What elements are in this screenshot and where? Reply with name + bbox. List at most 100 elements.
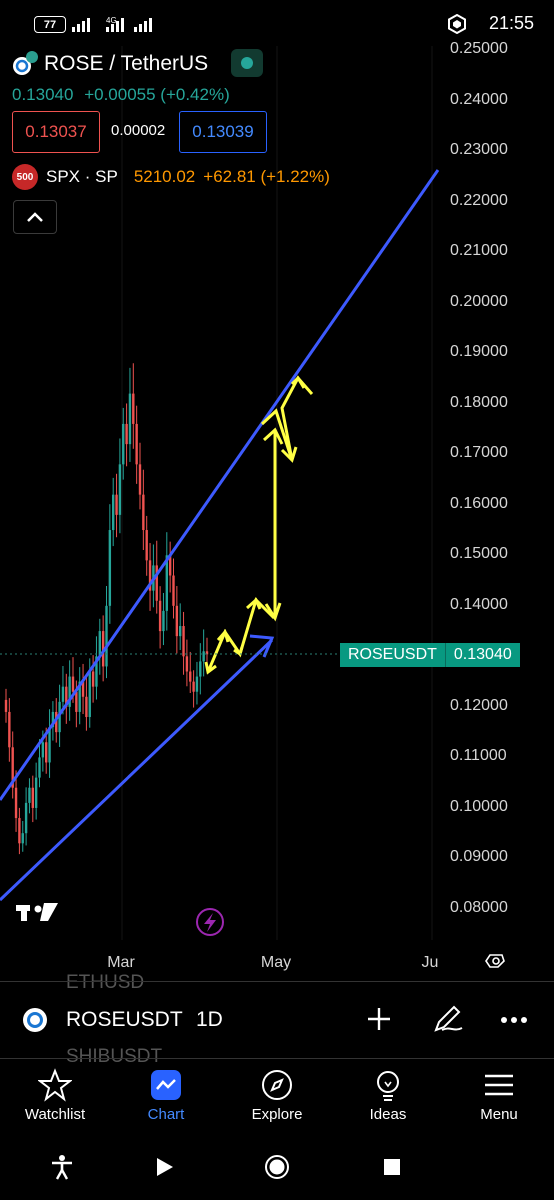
candle-body xyxy=(78,681,81,712)
candle-body xyxy=(142,494,145,531)
candle-body xyxy=(195,676,199,692)
candle-body xyxy=(175,605,179,637)
zigzag-arrow-1 xyxy=(216,628,230,643)
ghost-symbol-above: ETHUSD xyxy=(66,972,145,993)
candle-body xyxy=(148,560,152,591)
add-icon[interactable] xyxy=(366,1006,392,1032)
market-open-indicator-icon[interactable] xyxy=(231,49,263,77)
candle-body xyxy=(18,818,21,844)
nav-explore[interactable]: Explore xyxy=(222,1058,332,1138)
y-tick-label: 0.18000 xyxy=(450,393,508,411)
recents-icon[interactable] xyxy=(383,1158,401,1176)
candle-body xyxy=(138,464,142,495)
spread-value: 0.00002 xyxy=(111,122,166,139)
y-tick-label: 0.11000 xyxy=(450,747,507,765)
accessibility-icon[interactable] xyxy=(50,1154,74,1180)
candle-body xyxy=(115,494,118,515)
candlesticks xyxy=(4,363,209,855)
candle-body xyxy=(182,626,185,657)
buy-price-button[interactable]: 0.13039 xyxy=(179,111,267,153)
candle-body xyxy=(98,631,101,657)
price-change: +0.00055 (+0.42%) xyxy=(84,85,230,104)
candle-body xyxy=(158,600,162,632)
candle-body xyxy=(202,651,205,662)
spx-badge-icon: 500 xyxy=(12,164,38,190)
candle-body xyxy=(58,701,61,733)
vertical-arrow-top xyxy=(262,427,284,445)
candle-body xyxy=(45,742,48,763)
back-play-icon[interactable] xyxy=(156,1157,174,1177)
home-icon[interactable] xyxy=(264,1154,290,1180)
candle-body xyxy=(122,423,125,465)
nav-label: Ideas xyxy=(369,1106,407,1123)
candle-body xyxy=(38,757,41,778)
x-axis-ticks: Mar May Ju xyxy=(107,954,438,971)
interval-selector[interactable]: 1D xyxy=(196,1008,223,1031)
candle-body xyxy=(128,393,132,445)
candle-body xyxy=(112,494,115,531)
y-tick-label: 0.12000 xyxy=(450,696,508,714)
drawing-pen-icon[interactable] xyxy=(432,1002,464,1034)
network-type: 4G xyxy=(106,16,117,25)
system-navigation xyxy=(0,1140,554,1200)
candle-body xyxy=(21,833,24,844)
collapse-legend-button[interactable] xyxy=(13,200,57,234)
rose-coin-icon xyxy=(23,1008,47,1032)
hamburger-icon xyxy=(485,1074,513,1096)
price-chart[interactable]: Mar May Ju xyxy=(0,46,554,981)
y-tick-label: 0.23000 xyxy=(450,141,508,159)
y-tick-label: 0.15000 xyxy=(450,545,508,563)
symbol-name[interactable]: ROSEUSDT xyxy=(66,1008,183,1031)
candle-body xyxy=(132,393,135,424)
y-tick-label: 0.20000 xyxy=(450,292,508,310)
candle-body xyxy=(135,423,138,465)
comparison-symbol: SPX · SP xyxy=(46,167,118,186)
candle-body xyxy=(105,605,108,667)
sell-price-button[interactable]: 0.13037 xyxy=(12,111,100,153)
chart-icon xyxy=(151,1070,181,1100)
symbol-title[interactable]: ROSE / TetherUS xyxy=(44,52,209,75)
y-tick-label: 0.17000 xyxy=(450,444,508,462)
lower-trendline xyxy=(0,638,274,902)
status-bar: 77 4G 21:55 xyxy=(0,0,554,46)
candle-body xyxy=(31,787,34,808)
top-arrow-down xyxy=(280,446,298,463)
zigzag-tail xyxy=(204,661,217,675)
y-tick-label: 0.14000 xyxy=(450,595,508,613)
candle-body xyxy=(65,686,68,707)
candle-body xyxy=(168,555,172,576)
chevron-up-icon xyxy=(27,212,43,222)
trendlines xyxy=(0,169,440,902)
nav-ideas[interactable]: Ideas xyxy=(333,1058,443,1138)
clock: 21:55 xyxy=(488,13,534,33)
price-tag-symbol: ROSEUSDT xyxy=(340,643,445,667)
y-tick-label: 0.19000 xyxy=(450,343,508,361)
candle-body xyxy=(28,787,31,803)
x-tick-label: Ju xyxy=(422,954,439,971)
y-tick-label: 0.16000 xyxy=(450,494,508,512)
gear-icon xyxy=(485,954,505,968)
candle-body xyxy=(101,631,105,667)
candle-body xyxy=(8,711,11,748)
nav-chart[interactable]: Chart xyxy=(111,1058,221,1138)
nav-menu[interactable]: Menu xyxy=(444,1058,554,1138)
nav-label: Menu xyxy=(480,1106,518,1123)
x-tick-label: May xyxy=(261,954,291,971)
lower-trendline-arrowhead xyxy=(249,634,275,658)
comparison-row[interactable]: 500 SPX · SP 5210.02 +62.81 (+1.22%) xyxy=(12,164,330,190)
nav-watchlist[interactable]: Watchlist xyxy=(0,1058,110,1138)
x-tick-label: Mar xyxy=(107,954,135,971)
candle-body xyxy=(118,464,122,515)
top-zigzag xyxy=(260,375,314,461)
y-tick-label: 0.08000 xyxy=(450,899,508,916)
symbol-bar: ETHUSD ROSEUSDT 1D SHIBUSDT xyxy=(0,972,554,1067)
y-tick-label: 0.22000 xyxy=(450,191,508,209)
candle-body xyxy=(61,686,65,702)
more-options-icon[interactable] xyxy=(500,1016,528,1024)
lightbulb-icon xyxy=(377,1071,399,1101)
candle-body xyxy=(165,555,168,611)
candle-body xyxy=(51,711,55,728)
candle-body xyxy=(41,742,45,758)
candle-body xyxy=(185,656,189,672)
candle-body xyxy=(145,530,148,561)
